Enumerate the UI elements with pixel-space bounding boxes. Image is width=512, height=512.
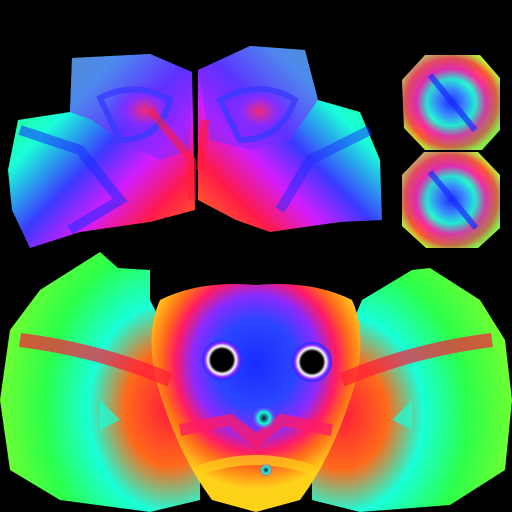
left-eye-hole	[202, 340, 242, 380]
left-eye-patch	[8, 54, 196, 248]
right-eye-patch	[196, 46, 382, 232]
face-patch	[0, 252, 512, 512]
mouth-mark	[259, 463, 273, 477]
nose-mark	[252, 406, 276, 430]
bottom-disc	[402, 152, 500, 248]
top-disc	[402, 55, 500, 150]
right-eye-hole	[292, 342, 332, 382]
